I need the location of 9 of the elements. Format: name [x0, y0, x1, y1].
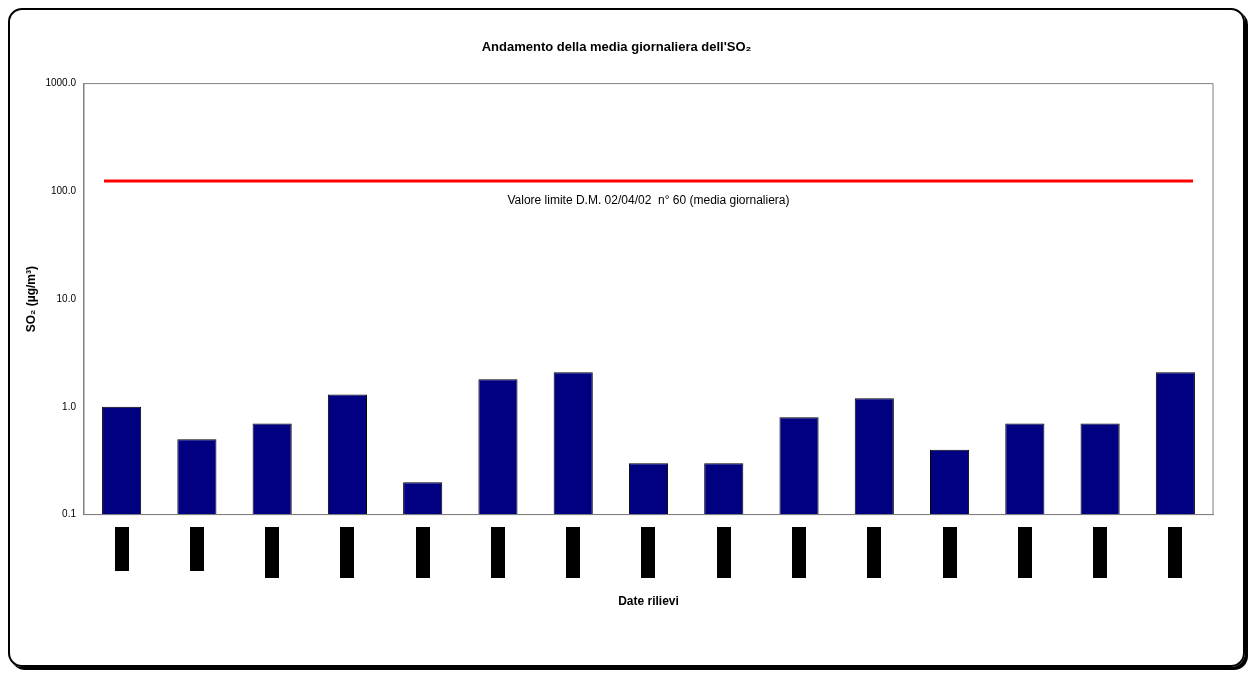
y-tick-label: 1.0 — [62, 400, 77, 412]
ref-line-label: Valore limite D.M. 02/04/02 n° 60 (media giornaliera) — [507, 193, 790, 208]
y-tick-label: 100.0 — [50, 185, 77, 197]
y-axis-title: SO₂ (µg/m³) — [23, 265, 38, 333]
y-tick-label: 1000.0 — [45, 77, 77, 89]
y-tick-label: 0.1 — [62, 508, 77, 520]
chart-title: Andamento della media giornaliera dell'SO₂ — [481, 39, 752, 55]
y-tick-label: 10.0 — [56, 292, 77, 304]
text: Date rilievi — [618, 593, 679, 608]
